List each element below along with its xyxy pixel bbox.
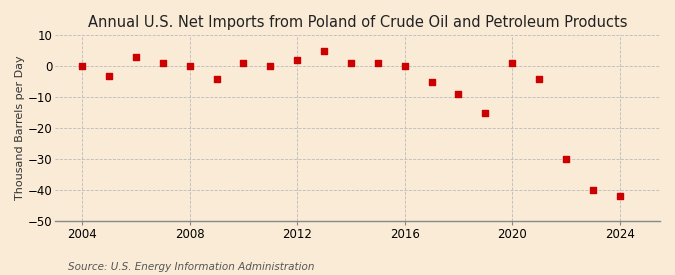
Point [77,64,88,68]
Point [480,111,491,115]
Point [507,61,518,65]
Point [238,61,249,65]
Title: Annual U.S. Net Imports from Poland of Crude Oil and Petroleum Products: Annual U.S. Net Imports from Poland of C… [88,15,627,30]
Point [184,64,195,68]
Point [560,157,571,161]
Point [157,61,168,65]
Point [614,194,625,198]
Point [346,61,356,65]
Point [130,55,141,59]
Point [426,79,437,84]
Text: Source: U.S. Energy Information Administration: Source: U.S. Energy Information Administ… [68,262,314,272]
Point [292,58,302,62]
Point [400,64,410,68]
Point [373,61,383,65]
Point [534,76,545,81]
Point [319,49,329,53]
Point [587,188,598,192]
Point [211,76,222,81]
Point [265,64,275,68]
Point [104,73,115,78]
Point [453,92,464,96]
Y-axis label: Thousand Barrels per Day: Thousand Barrels per Day [15,56,25,200]
